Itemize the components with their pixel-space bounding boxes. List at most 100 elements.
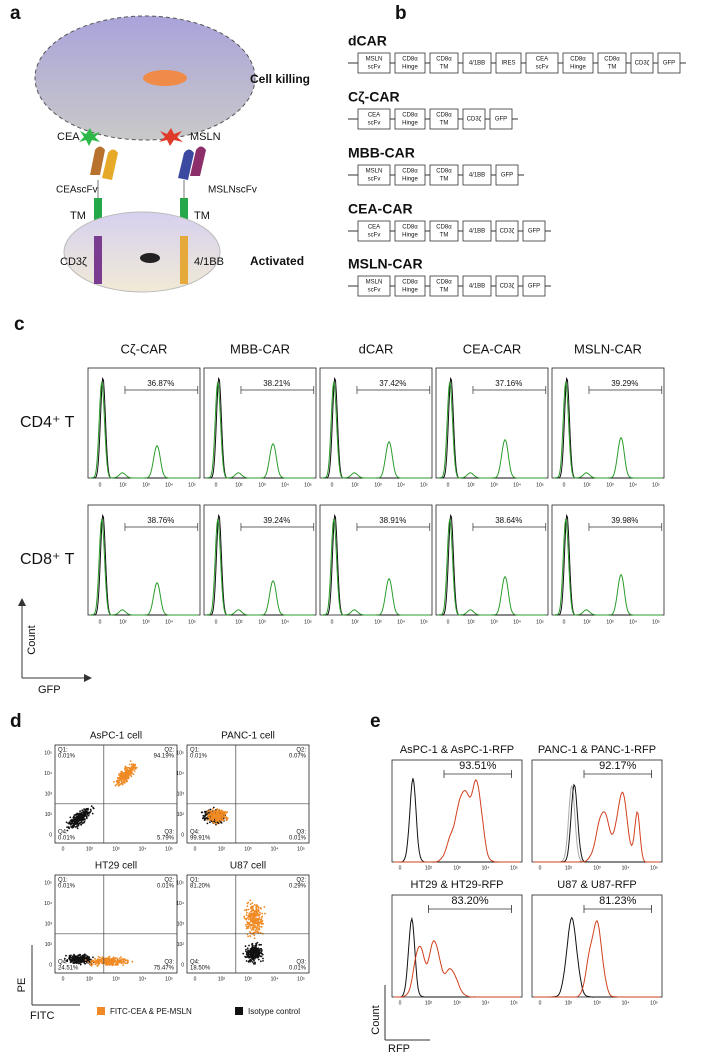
event-dot (244, 909, 246, 911)
event-dot (82, 816, 85, 818)
event-dot (127, 772, 130, 774)
event-dot (83, 961, 86, 964)
event-dot (259, 931, 262, 934)
event-dot (263, 906, 266, 908)
event-dot (246, 905, 249, 908)
x-tick-label: 10² (425, 1000, 433, 1006)
event-dot (224, 813, 227, 816)
event-dot (254, 924, 256, 927)
construct-name: MSLN-CAR (348, 256, 423, 272)
event-dot (83, 954, 85, 957)
event-dot (75, 958, 77, 960)
event-dot (260, 943, 262, 946)
event-dot (218, 808, 221, 811)
event-dot (246, 902, 249, 905)
event-dot (123, 768, 126, 770)
panel-label: b (395, 3, 407, 24)
event-dot (249, 923, 251, 925)
x-tick-label: 10⁴ (513, 619, 521, 625)
event-dot (105, 963, 107, 966)
x-tick-label: 10³ (593, 1000, 601, 1006)
event-dot (76, 812, 79, 815)
x-tick-label: 10⁵ (304, 482, 312, 488)
event-dot (134, 766, 137, 769)
quadrant-value: 0.01% (289, 836, 307, 842)
gate-percent: 39.29% (611, 379, 638, 388)
event-dot (262, 957, 264, 960)
domain-label: Hinge (402, 233, 418, 239)
event-dot (222, 816, 225, 818)
event-dot (70, 954, 72, 957)
event-dot (259, 949, 261, 952)
quadrant-name: Q1: (58, 878, 68, 884)
event-dot (215, 822, 218, 825)
gate-percent: 93.51% (459, 760, 497, 772)
event-dot (76, 827, 79, 830)
event-dot (72, 825, 75, 827)
event-dot (86, 812, 89, 815)
event-dot (256, 931, 258, 933)
domain-label: scFv (368, 288, 381, 294)
event-dot (257, 906, 260, 909)
event-dot (264, 912, 266, 915)
quadrant-name: Q3: (296, 960, 306, 966)
arrow-head (84, 674, 92, 682)
label: TM (194, 210, 210, 222)
event-dot (86, 955, 89, 958)
event-dot (79, 963, 82, 966)
x-tick-label: 10² (119, 482, 127, 488)
quadrant-name: Q4: (58, 960, 68, 966)
x-tick-label: 10⁵ (510, 865, 518, 871)
event-dot (132, 768, 135, 771)
event-dot (225, 819, 228, 822)
event-dot (123, 771, 126, 774)
construct-name: CEA-CAR (348, 201, 413, 217)
event-dot (259, 955, 262, 958)
x-tick-label: 10⁵ (188, 619, 196, 625)
event-dot (118, 773, 120, 775)
bb-domain (180, 236, 188, 284)
x-tick-label: 0 (215, 619, 218, 625)
event-dot (252, 926, 255, 929)
quadrant-name: Q3: (164, 960, 174, 966)
event-dot (250, 948, 253, 950)
quadrant-value: 75.47% (154, 966, 175, 972)
quadrant-name: Q3: (296, 830, 306, 836)
event-dot (98, 960, 101, 963)
event-dot (249, 927, 252, 929)
event-dot (123, 774, 126, 776)
cea-scfv-vl (102, 149, 118, 180)
event-dot (92, 806, 94, 809)
construct-name: Cζ-CAR (348, 89, 400, 105)
event-dot (130, 766, 133, 769)
event-dot (131, 960, 134, 963)
x-tick-label: 10⁵ (510, 1000, 518, 1006)
event-dot (74, 956, 77, 959)
quadrant-value: 0.01% (58, 884, 76, 890)
event-dot (245, 924, 247, 926)
plot-title: HT29 cell (95, 861, 137, 872)
x-tick-label: 10² (119, 619, 127, 625)
event-dot (89, 958, 91, 961)
event-dot (248, 916, 251, 919)
gate-percent: 37.16% (495, 379, 522, 388)
y-tick-label: 10⁴ (44, 771, 52, 777)
event-dot (213, 815, 216, 818)
event-dot (256, 922, 259, 925)
event-dot (74, 814, 77, 816)
event-dot (248, 944, 250, 947)
t-nucleus (140, 253, 160, 263)
event-dot (206, 811, 209, 813)
event-dot (121, 778, 123, 781)
quadrant-name: Q3: (164, 830, 174, 836)
event-dot (216, 818, 219, 821)
event-dot (251, 942, 254, 945)
y-tick-label: 10² (45, 812, 53, 818)
gate-percent: 39.24% (263, 516, 290, 525)
event-dot (253, 934, 256, 937)
event-dot (97, 962, 99, 964)
axis-label: FITC (30, 1010, 54, 1022)
event-dot (217, 812, 220, 814)
event-dot (207, 816, 210, 819)
